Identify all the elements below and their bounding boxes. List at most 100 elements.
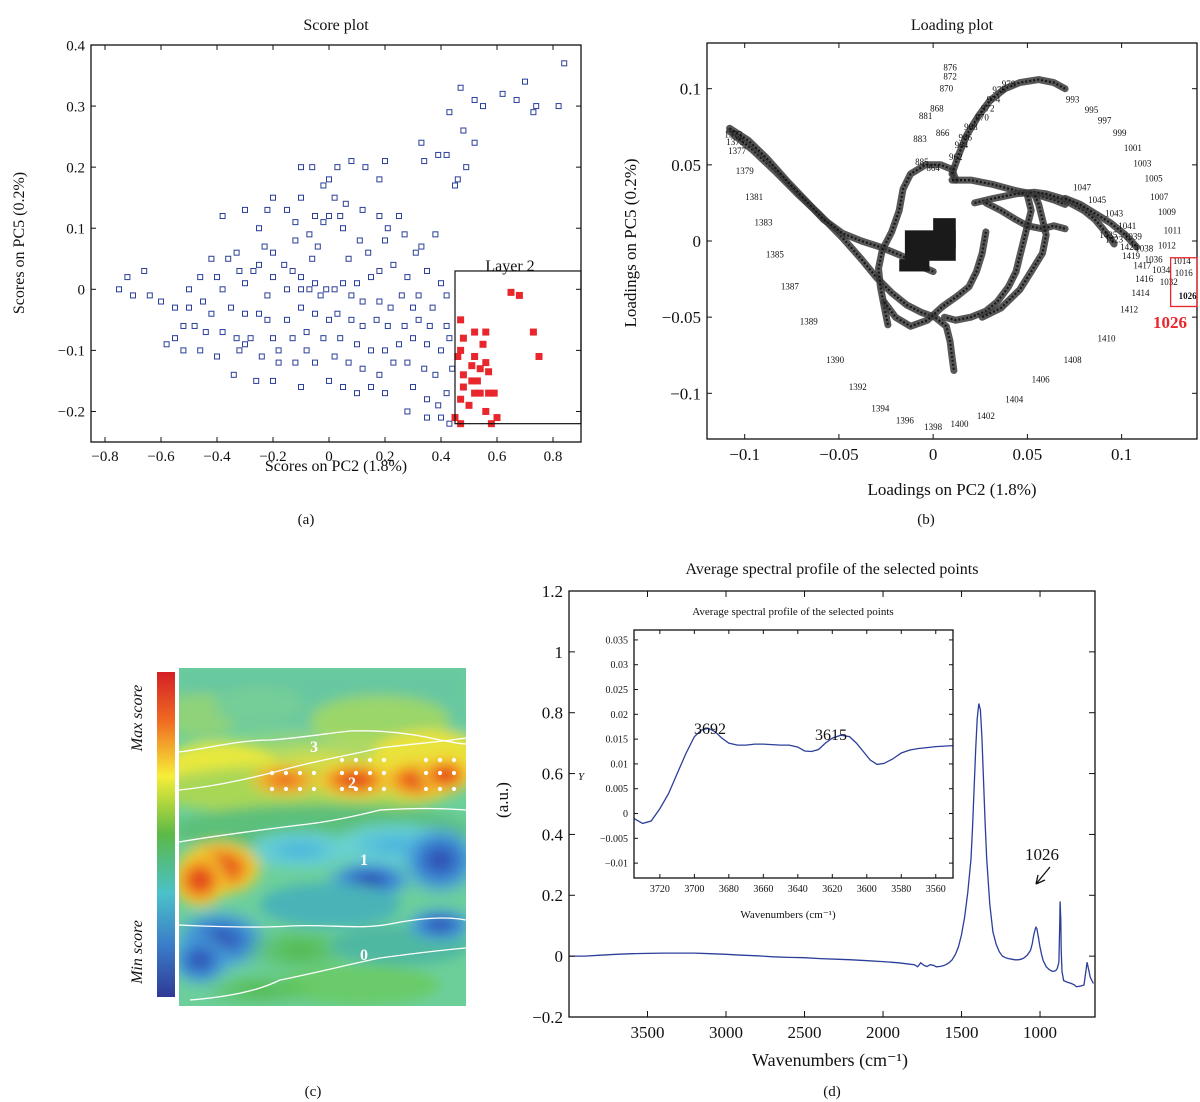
- score-colorbar: [157, 672, 175, 997]
- score-point: [348, 158, 355, 165]
- score-point: [424, 341, 430, 348]
- score-point: [424, 396, 430, 403]
- score-point: [225, 255, 232, 262]
- score-point: [530, 109, 537, 116]
- loading-point-label: 872: [943, 72, 957, 82]
- x-tick-label: 0.4: [432, 449, 451, 465]
- loading-point-label: 1005: [1145, 174, 1164, 184]
- layer2-point: [471, 389, 479, 397]
- spectrum-title: Average spectral profile of the selected…: [686, 561, 979, 578]
- score-point: [326, 377, 332, 384]
- inset-frame: [633, 629, 954, 879]
- loading-point-label: 976: [992, 85, 1006, 95]
- score-point: [561, 60, 568, 67]
- loading-point-label: 970: [975, 113, 989, 123]
- y-tick-label: 0.025: [606, 685, 629, 696]
- score-point: [359, 206, 366, 213]
- layer2-point: [485, 368, 493, 376]
- y-tick-label: −0.2: [58, 405, 85, 421]
- score-point: [242, 341, 248, 348]
- layer2-point: [471, 352, 479, 360]
- loading-point-label: 997: [1098, 116, 1112, 126]
- selected-point-dot: [381, 757, 387, 763]
- score-point: [233, 335, 240, 342]
- selected-points: [269, 757, 457, 792]
- layer2-point: [493, 414, 501, 422]
- score-point: [270, 194, 276, 201]
- score-point: [362, 164, 369, 171]
- layer-label-1: 1: [360, 852, 368, 869]
- score-point: [418, 139, 425, 146]
- y-tick-label: −0.05: [662, 308, 701, 327]
- score-point: [208, 255, 215, 262]
- score-point: [337, 335, 344, 342]
- score-point: [219, 329, 226, 336]
- score-point: [261, 243, 268, 250]
- score-point: [555, 103, 562, 110]
- x-tick-label: 3560: [926, 884, 946, 895]
- selected-point-dot: [381, 770, 387, 776]
- x-tick-label: 3000: [709, 1023, 743, 1042]
- score-point: [303, 347, 310, 354]
- score-point: [410, 384, 416, 391]
- score-point: [247, 335, 254, 342]
- score-point: [356, 237, 363, 244]
- score-point: [376, 298, 383, 305]
- loading-point-label: 1043: [1105, 209, 1124, 219]
- score-heatmap-panel: Max score Min score: [129, 668, 466, 1100]
- y-tick-label: 0.03: [611, 660, 629, 671]
- score-point: [454, 176, 461, 183]
- score-point: [390, 359, 397, 366]
- layer2-point: [476, 365, 484, 373]
- score-point: [438, 347, 444, 354]
- score-point: [457, 84, 464, 91]
- score-point: [334, 310, 341, 317]
- score-point: [323, 286, 330, 293]
- loading-point-label: 1003: [1133, 158, 1152, 168]
- inset-xlabel: Wavenumbers (cm⁻¹): [740, 909, 836, 921]
- x-tick-label: 0.8: [544, 449, 563, 465]
- loading-point-label: 1425: [1099, 230, 1118, 240]
- score-point: [270, 335, 276, 342]
- layer2-point: [471, 328, 479, 336]
- selected-point-dot: [311, 786, 317, 792]
- loading-point-label: 1012: [1158, 241, 1176, 251]
- loading-plot-xlabel: Loadings on PC2 (1.8%): [867, 480, 1036, 499]
- score-point: [208, 310, 215, 317]
- score-point: [219, 286, 226, 293]
- loading-point-label: 1408: [1064, 355, 1083, 365]
- score-point: [404, 408, 411, 415]
- selected-point-dot: [339, 757, 345, 763]
- x-tick-label: −0.8: [91, 449, 118, 465]
- score-point: [396, 341, 402, 348]
- score-point: [368, 384, 374, 391]
- score-point: [306, 286, 313, 293]
- score-point: [421, 158, 428, 165]
- score-point: [443, 151, 450, 158]
- loading-point-label: 974: [987, 94, 1001, 104]
- score-point: [340, 384, 346, 391]
- score-point: [424, 414, 430, 421]
- score-point: [298, 164, 304, 171]
- score-point: [368, 274, 374, 281]
- dense-label-cluster: [899, 259, 930, 272]
- loading-point-label: 1011: [1164, 225, 1182, 235]
- score-point: [373, 316, 380, 323]
- loading-point-label: 1421: [1120, 242, 1138, 252]
- score-point: [289, 335, 296, 342]
- score-point: [435, 151, 442, 158]
- score-point: [306, 231, 313, 238]
- score-point: [158, 298, 164, 305]
- score-point: [365, 249, 372, 256]
- loading-point-label: 870: [940, 84, 954, 94]
- highlight-label-1026: 1026: [1153, 313, 1187, 332]
- score-point: [180, 347, 187, 354]
- selected-point-dot: [451, 757, 457, 763]
- y-tick-label: 0.2: [66, 160, 85, 176]
- x-tick-label: 0.2: [376, 449, 395, 465]
- loading-point-label: 1390: [826, 355, 845, 365]
- score-point: [435, 402, 442, 409]
- loading-point-label: 966: [958, 132, 972, 142]
- score-point: [446, 109, 453, 116]
